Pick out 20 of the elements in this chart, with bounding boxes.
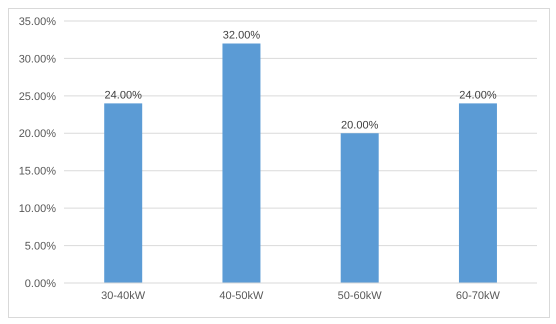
y-tick-label: 30.00% [18, 53, 56, 66]
x-tick-label: 50-60kW [338, 290, 382, 302]
bar [458, 103, 497, 283]
data-label: 24.00% [104, 89, 142, 102]
y-tick-label: 0.00% [24, 278, 56, 290]
y-tick-label: 20.00% [18, 128, 56, 140]
x-tick-label: 30-40kW [101, 290, 146, 302]
bar [222, 43, 260, 283]
data-label: 32.00% [222, 29, 260, 42]
bar [104, 103, 142, 283]
y-tick-label: 10.00% [18, 203, 56, 216]
bar [340, 133, 379, 283]
y-tick-label: 5.00% [24, 240, 56, 252]
y-tick-label: 15.00% [18, 166, 56, 178]
data-label: 24.00% [459, 89, 497, 102]
x-tick-label: 60-70kW [456, 290, 500, 302]
data-label: 20.00% [341, 119, 379, 132]
y-tick-label: 35.00% [18, 16, 56, 28]
x-tick-label: 40-50kW [219, 290, 264, 302]
y-tick-label: 25.00% [18, 90, 56, 103]
